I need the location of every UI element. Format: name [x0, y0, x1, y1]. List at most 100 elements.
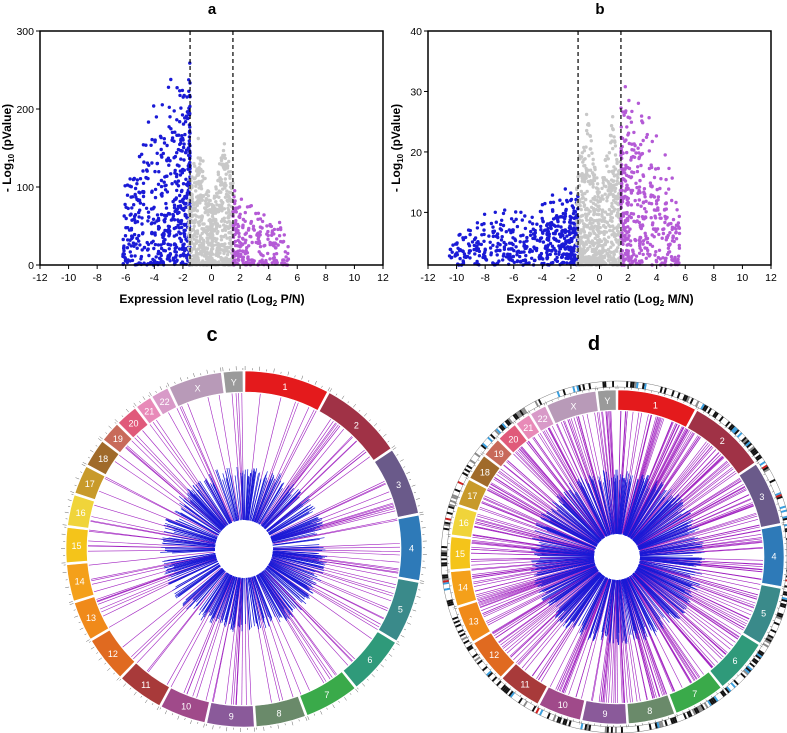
- a-y-tick-label: 300: [16, 26, 34, 38]
- b-point: [632, 148, 636, 152]
- b-point: [585, 128, 589, 133]
- b-point: [610, 186, 615, 190]
- b-point: [621, 254, 625, 258]
- a-y-tick-label: 100: [16, 182, 34, 194]
- b-point: [653, 227, 657, 231]
- panel-b-points: [447, 85, 682, 267]
- b-point: [615, 157, 619, 162]
- b-point: [590, 171, 595, 175]
- a-point: [219, 219, 224, 223]
- b-point: [603, 158, 608, 162]
- b-point: [640, 260, 644, 264]
- a-point: [184, 150, 188, 155]
- b-point: [586, 247, 590, 252]
- a-point: [210, 204, 215, 208]
- a-point: [132, 203, 136, 207]
- a-point: [181, 138, 185, 142]
- c-chromosome-label: 19: [113, 434, 123, 444]
- a-point: [165, 143, 169, 148]
- a-y-tick-label: 0: [28, 260, 34, 272]
- b-point: [657, 232, 661, 237]
- a-point: [133, 186, 138, 191]
- b-point: [623, 85, 627, 89]
- a-point: [167, 225, 172, 229]
- c-chromosome-label: 15: [71, 541, 81, 551]
- b-point: [596, 234, 600, 239]
- a-point: [233, 253, 237, 257]
- a-point: [128, 238, 132, 242]
- b-point: [646, 252, 650, 256]
- b-point: [530, 215, 534, 219]
- b-point: [599, 196, 603, 201]
- b-point: [533, 246, 537, 251]
- a-point: [214, 187, 218, 191]
- a-point: [241, 255, 246, 259]
- b-point: [581, 192, 586, 196]
- a-point: [133, 192, 137, 197]
- a-point: [220, 205, 224, 209]
- a-point: [224, 172, 228, 176]
- b-point: [600, 194, 604, 198]
- a-point: [261, 254, 265, 258]
- a-point: [171, 258, 176, 262]
- b-point: [461, 259, 465, 263]
- a-point: [263, 243, 267, 248]
- b-point: [587, 231, 592, 235]
- a-point: [179, 106, 183, 110]
- b-point: [600, 230, 604, 234]
- a-point: [238, 212, 242, 216]
- a-point: [184, 201, 188, 206]
- b-point: [677, 261, 681, 265]
- b-point: [484, 257, 488, 261]
- b-point: [648, 181, 653, 185]
- b-point: [676, 257, 680, 262]
- b-point: [607, 235, 611, 239]
- b-point: [579, 228, 583, 232]
- b-point: [550, 244, 555, 248]
- b-point: [613, 140, 617, 144]
- b-point: [564, 241, 568, 246]
- b-point: [629, 188, 633, 193]
- b-point: [495, 245, 499, 249]
- a-point: [192, 244, 197, 248]
- a-x-tick-label: 8: [323, 272, 329, 284]
- b-point: [569, 197, 574, 202]
- b-point: [661, 231, 666, 236]
- b-point: [563, 187, 567, 191]
- b-point: [633, 258, 638, 262]
- b-point: [647, 149, 651, 153]
- a-point: [177, 226, 182, 230]
- b-point: [597, 256, 601, 260]
- a-point: [133, 220, 137, 225]
- a-point: [129, 244, 133, 248]
- b-point: [482, 232, 486, 237]
- b-point: [677, 226, 682, 230]
- b-point: [621, 242, 625, 246]
- a-point: [215, 231, 219, 236]
- b-point: [595, 212, 599, 216]
- a-point: [214, 239, 218, 244]
- a-point: [213, 195, 217, 199]
- b-y-tick-label: 40: [410, 26, 422, 38]
- b-point: [607, 189, 611, 193]
- a-point: [272, 252, 276, 257]
- b-point: [609, 141, 613, 145]
- a-point: [190, 192, 194, 197]
- a-point: [178, 120, 182, 124]
- b-point: [645, 240, 650, 245]
- b-point: [548, 252, 552, 257]
- a-point: [169, 172, 173, 176]
- a-point: [174, 233, 179, 237]
- a-point: [183, 132, 187, 137]
- a-point: [145, 161, 150, 165]
- b-point: [585, 132, 590, 136]
- b-point: [588, 168, 593, 172]
- b-point: [584, 112, 589, 117]
- b-point: [642, 187, 647, 191]
- a-point: [153, 233, 157, 237]
- b-point: [656, 195, 661, 199]
- a-point: [132, 244, 136, 248]
- a-point: [225, 236, 229, 240]
- a-point: [138, 201, 143, 205]
